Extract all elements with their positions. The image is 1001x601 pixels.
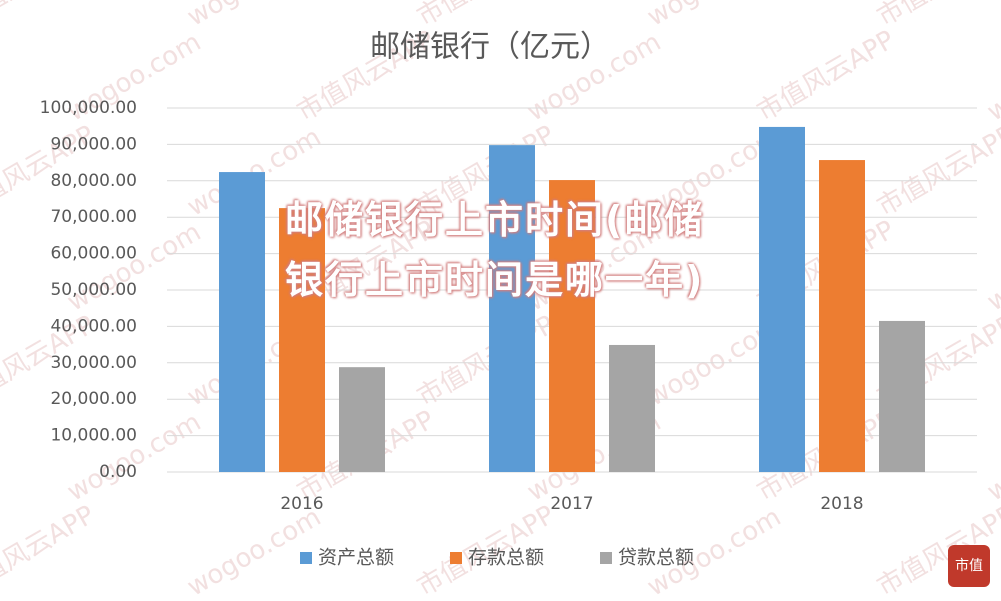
y-tick-label: 20,000.00 (50, 389, 137, 409)
bar (219, 172, 265, 472)
y-tick-label: 40,000.00 (50, 316, 137, 336)
y-tick-label: 100,000.00 (40, 98, 137, 118)
watermark: wogoo.com (642, 0, 786, 33)
bar (279, 208, 325, 472)
x-tick-label: 2016 (280, 494, 323, 514)
y-tick-label: 0.00 (99, 462, 137, 482)
y-tick-label: 90,000.00 (50, 134, 137, 154)
seal: 市值 (955, 557, 983, 574)
watermark: 市值风云APP (872, 120, 1001, 223)
watermark: wogoo.com (982, 27, 1001, 127)
legend-label: 存款总额 (468, 547, 544, 569)
legend-label: 资产总额 (318, 547, 394, 569)
legend-swatch (450, 552, 462, 564)
bar (819, 160, 865, 472)
watermark: 市值风云APP (0, 500, 100, 601)
bar (489, 145, 535, 473)
chart-title: 邮储银行（亿元） (370, 30, 610, 65)
x-tick-label: 2018 (820, 494, 863, 514)
watermark: wogoo.com (982, 217, 1001, 317)
watermark: 市值风云APP (752, 25, 900, 128)
legend-swatch (300, 552, 312, 564)
legend-label: 贷款总额 (618, 547, 694, 569)
y-tick-label: 60,000.00 (50, 244, 137, 264)
watermark: 市值风云APP (0, 0, 100, 33)
bar (339, 367, 385, 472)
y-tick-label: 30,000.00 (50, 353, 137, 373)
overlay-text: 邮储银行上市时间(邮储银行上市时间是哪一年) (285, 198, 705, 302)
watermark: wogoo.com (182, 502, 326, 601)
y-tick-label: 10,000.00 (50, 426, 137, 446)
bar (609, 344, 655, 472)
watermark: wogoo.com (182, 0, 326, 33)
x-tick-label: 2017 (550, 494, 593, 514)
y-tick-label: 50,000.00 (50, 280, 137, 300)
bar (879, 320, 925, 472)
y-tick-label: 80,000.00 (50, 171, 137, 191)
watermark: wogoo.com (982, 407, 1001, 507)
watermark: 市值风云APP (872, 0, 1001, 33)
bar (549, 180, 595, 472)
watermark: wogoo.com (62, 407, 206, 507)
watermark: 市值风云APP (412, 0, 560, 33)
y-tick-label: 70,000.00 (50, 207, 137, 227)
legend-swatch (600, 552, 612, 564)
watermark: 市值风云APP (412, 310, 560, 413)
bar (759, 126, 805, 472)
watermark: wogoo.com (62, 217, 206, 317)
seal-box (948, 545, 990, 587)
